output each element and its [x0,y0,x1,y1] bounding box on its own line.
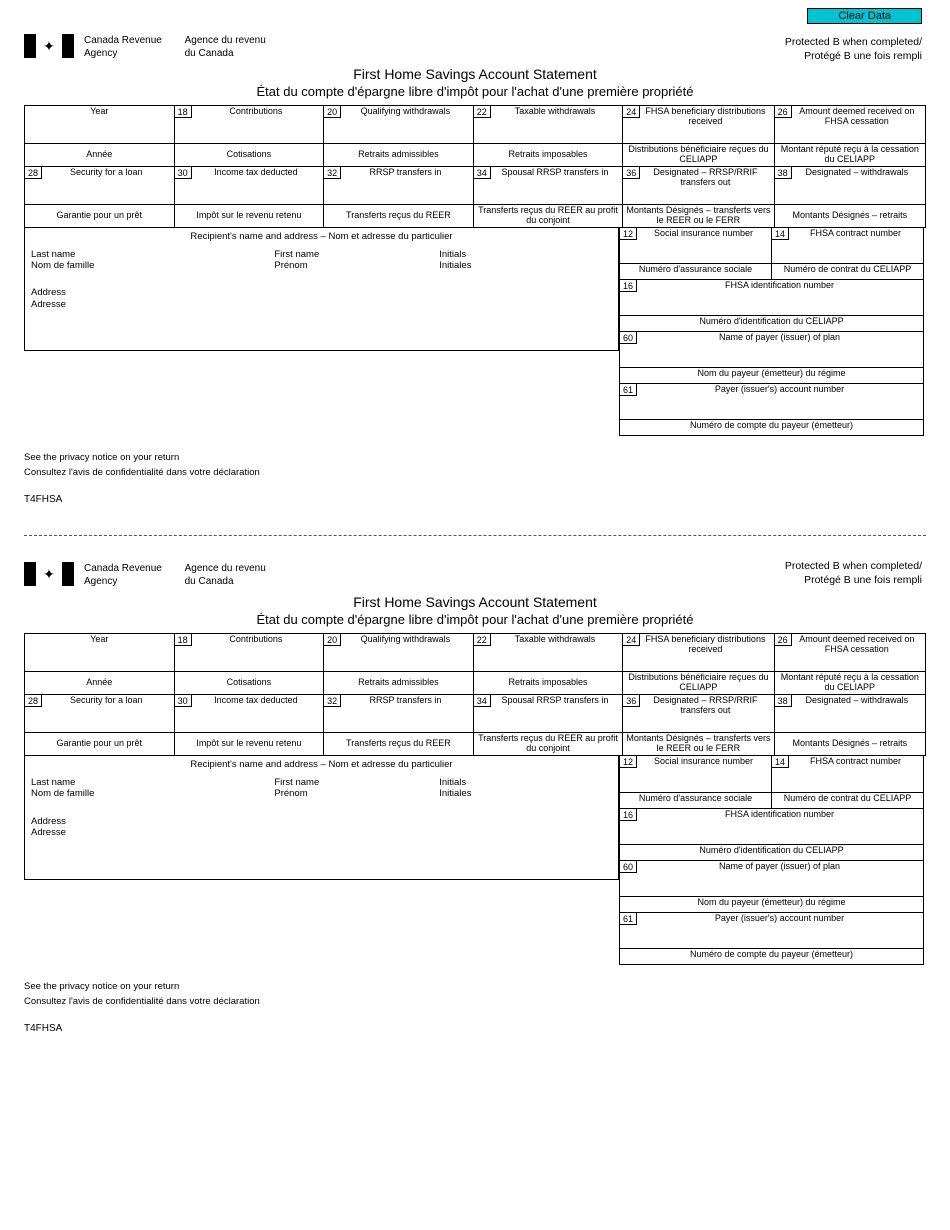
box-32-fr: Transferts reçus du REER [324,204,474,227]
row1-en-2: Year 18Contributions 20Qualifying withdr… [25,634,926,672]
box-28-en: Security for a loan [25,167,174,178]
box-30-fr: Impôt sur le revenu retenu [174,204,324,227]
row2-fr-2: Garantie pour un prêtImpôt sur le revenu… [25,733,926,756]
box-28-fr: Garantie pour un prêt [25,204,175,227]
agency-name-2: Canada RevenueAgency Agence du revenudu … [84,562,286,588]
box-24-en: FHSA beneficiary distributions received [623,106,773,127]
box-18-en: Contributions [175,106,324,117]
box-26-en: Amount deemed received on FHSA cessation [775,106,925,127]
lower-section-2: Recipient's name and address – Nom et ad… [24,756,926,965]
box-26-fr: Montant réputé reçu à la cessation du CE… [774,144,925,167]
row2-fr: Garantie pour un prêt Impôt sur le reven… [25,204,926,227]
box-36-num: 36 [623,167,640,179]
box-36-fr: Montants Désignés – transferts vers le R… [623,204,774,227]
protected-label: Protected B when completed/ Protégé B un… [785,36,922,63]
box-26-num: 26 [775,106,792,118]
box-24-fr: Distributions bénéficiaire reçues du CEL… [623,144,774,167]
box-38-fr: Montants Désignés – retraits [774,204,925,227]
box-12-en: Social insurance number [620,228,771,239]
title-fr-2: État du compte d'épargne libre d'impôt p… [24,612,926,627]
box-20-num: 20 [324,106,341,118]
box-30-num: 30 [175,167,192,179]
main-grid-2: Year 18Contributions 20Qualifying withdr… [24,633,926,756]
row1-fr-2: AnnéeCotisationsRetraits admissibles Ret… [25,672,926,695]
agency-en-1: Canada Revenue [84,35,162,46]
box-20-fr: Retraits admissibles [324,144,474,167]
box-61-num: 61 [620,384,637,396]
form-page-1: Clear Data ✦ Canada Revenue Agency Agence… [0,0,950,525]
box-year-en: Year [25,106,174,117]
right-boxes: 12Social insurance number 14FHSA contrac… [619,228,924,437]
box-22-num: 22 [474,106,491,118]
row1-en: Year 18Contributions 20Qualifying withdr… [25,106,926,144]
perforation-divider [24,535,926,536]
form-page-2: ✦ Canada RevenueAgency Agence du revenud… [0,546,950,1053]
box-14-num: 14 [772,228,789,240]
box-61-fr: Numéro de compte du payeur (émetteur) [620,420,923,432]
box-22-fr: Retraits imposables [473,144,623,167]
lower-section: Recipient's name and address – Nom et ad… [24,228,926,437]
box-16-en: FHSA identification number [620,280,923,291]
box-22-en: Taxable withdrawals [474,106,623,117]
box-28-num: 28 [25,167,42,179]
protected-fr: Protégé B une fois rempli [804,50,922,62]
row1-fr: Année Cotisations Retraits admissibles R… [25,144,926,167]
clear-data-button[interactable]: Clear Data [807,8,922,24]
box-34-num: 34 [474,167,491,179]
box-16-fr: Numéro d'identification du CELIAPP [620,316,923,328]
agency-fr-2: du Canada [185,48,234,59]
box-32-num: 32 [324,167,341,179]
initials-label: InitialsInitiales [439,249,471,272]
box-18-fr: Cotisations [174,144,324,167]
box-60-num: 60 [620,332,637,344]
box-14-en: FHSA contract number [772,228,923,239]
box-32-en: RRSP transfers in [324,167,473,178]
row2-en: 28Security for a loan 30Income tax deduc… [25,166,926,204]
box-30-en: Income tax deducted [175,167,324,178]
box-12-fr: Numéro d'assurance sociale [620,264,771,276]
box-year-fr: Année [25,144,175,167]
recipient-header: Recipient's name and address – Nom et ad… [25,228,618,245]
privacy-en: See the privacy notice on your return [24,452,179,463]
box-36-en: Designated – RRSP/RRIF transfers out [623,167,773,188]
agency-name: Canada Revenue Agency Agence du revenu du … [84,34,286,60]
title-en-2: First Home Savings Account Statement [24,594,926,610]
title-en: First Home Savings Account Statement [24,66,926,82]
box-18-num: 18 [175,106,192,118]
canada-flag-icon: ✦ [24,34,74,58]
privacy-notice: See the privacy notice on your return Co… [24,450,926,480]
agency-fr-1: Agence du revenu [185,35,266,46]
box-38-en: Designated – withdrawals [775,167,925,178]
canada-flag-icon-2: ✦ [24,562,74,586]
form-id: T4FHSA [24,494,926,505]
privacy-fr: Consultez l'avis de confidentialité dans… [24,467,260,478]
box-20-en: Qualifying withdrawals [324,106,473,117]
box-34-fr: Transferts reçus du REER au profit du co… [473,204,623,227]
lastname-label: Last nameNom de famille [31,249,94,272]
box-12-num: 12 [620,228,637,240]
protected-label-2: Protected B when completed/ Protégé B un… [785,560,922,587]
protected-en: Protected B when completed/ [785,36,922,48]
agency-en-2: Agency [84,48,117,59]
box-24-num: 24 [623,106,640,118]
box-60-en: Name of payer (issuer) of plan [620,332,923,343]
address-label: AddressAdresse [25,273,618,350]
box-34-en: Spousal RRSP transfers in [474,167,623,178]
box-16-num: 16 [620,280,637,292]
main-grid: Year 18Contributions 20Qualifying withdr… [24,105,926,228]
row2-en-2: 28Security for a loan 30Income tax deduc… [25,695,926,733]
box-61-en: Payer (issuer's) account number [620,384,923,395]
box-60-fr: Nom du payeur (émetteur) du régime [620,368,923,380]
box-14-fr: Numéro de contrat du CELIAPP [772,264,923,276]
title-fr: État du compte d'épargne libre d'impôt p… [24,84,926,99]
privacy-notice-2: See the privacy notice on your return Co… [24,979,926,1009]
box-38-num: 38 [775,167,792,179]
form-id-2: T4FHSA [24,1023,926,1034]
recipient-block: Recipient's name and address – Nom et ad… [24,228,619,437]
firstname-label: First namePrénom [274,249,319,272]
